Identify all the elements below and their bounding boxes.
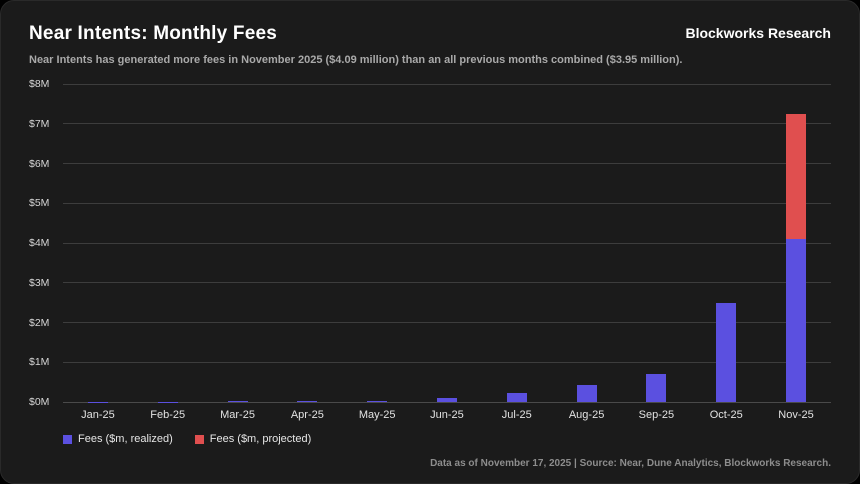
gridline	[63, 83, 831, 85]
bar-segment	[227, 401, 248, 402]
realized-swatch-icon	[63, 434, 72, 444]
bar-slot	[482, 84, 552, 402]
y-axis: $0M $1M $2M $3M $4M $5M $6M $7M $8M	[29, 78, 59, 408]
legend: Fees ($m, realized) Fees ($m, projected)	[63, 433, 831, 445]
plot-area	[63, 83, 831, 403]
legend-item-projected: Fees ($m, projected)	[194, 433, 312, 445]
bar-oct-25	[716, 302, 737, 402]
y-tick-label: $1M	[29, 356, 50, 369]
bar-may-25	[367, 400, 388, 402]
x-tick-label: Jun-25	[430, 409, 464, 421]
gridline	[63, 401, 831, 403]
x-tick-label: Aug-25	[568, 409, 605, 421]
bar-segment	[297, 401, 318, 402]
gridline	[63, 242, 831, 244]
bar-aug-25	[576, 385, 597, 402]
x-tick-label: Jul-25	[501, 409, 532, 421]
bar-segment	[786, 239, 807, 402]
page-title: Near Intents: Monthly Fees	[29, 23, 278, 44]
x-tick-label: Mar-25	[220, 409, 255, 421]
projected-swatch-icon	[194, 434, 204, 444]
bar-segment	[716, 302, 737, 402]
bar-slots	[63, 84, 831, 402]
x-tick-label: Apr-25	[290, 409, 324, 421]
x-tick-label: Nov-25	[778, 409, 814, 421]
y-tick-label: $4M	[29, 237, 50, 249]
bar-segment	[436, 398, 457, 402]
gridline	[63, 282, 831, 284]
x-tick-label: Sep-25	[638, 409, 675, 421]
x-axis: Jan-25 Feb-25 Mar-25 Apr-25 May-25 Jun-25 Jul-…	[63, 409, 831, 421]
x-tick-label: May-25	[358, 409, 396, 421]
x-tick-label: Jan-25	[81, 409, 115, 421]
bar-segment	[646, 374, 667, 402]
gridline	[63, 163, 831, 164]
gridline	[63, 123, 831, 125]
bar-segment	[786, 113, 807, 240]
bar-slot	[133, 84, 203, 402]
bar-slot	[272, 84, 342, 402]
y-tick-label: $7M	[29, 117, 50, 130]
legend-label-projected: Fees ($m, projected)	[209, 433, 312, 445]
bar-slot	[203, 84, 273, 402]
y-tick-label: $5M	[29, 197, 50, 210]
gridline	[63, 361, 831, 363]
bar-slot	[63, 84, 133, 402]
bar-nov-25	[786, 113, 807, 402]
chart-area: $0M $1M $2M $3M $4M $5M $6M $7M $8M	[29, 78, 831, 408]
y-tick-label: $0M	[29, 396, 50, 408]
header: Near Intents: Monthly Fees Blockworks Re…	[29, 23, 831, 45]
source-note: Data as of November 17, 2025 | Source: N…	[430, 458, 831, 469]
gridline	[63, 202, 831, 204]
brand-logo-text: Blockworks Research	[685, 25, 831, 41]
bar-jun-25	[436, 398, 457, 402]
bar-apr-25	[297, 401, 318, 402]
bar-slot	[552, 84, 622, 402]
bar-slot	[691, 84, 761, 402]
legend-item-realized: Fees ($m, realized)	[63, 433, 173, 445]
x-tick-label: Oct-25	[709, 409, 743, 421]
legend-label-realized: Fees ($m, realized)	[78, 433, 173, 445]
y-tick-label: $6M	[29, 157, 50, 170]
bar-slot	[412, 84, 482, 402]
x-tick-label: Feb-25	[150, 409, 186, 421]
chart-subtitle: Near Intents has generated more fees in …	[29, 54, 683, 66]
y-tick-label: $8M	[29, 78, 50, 90]
bar-slot	[761, 84, 831, 402]
bar-sep-25	[646, 374, 667, 402]
bar-segment	[576, 385, 597, 402]
y-tick-label: $3M	[29, 276, 50, 289]
gridline	[63, 322, 831, 323]
bar-jul-25	[506, 393, 527, 402]
bar-slot	[622, 84, 692, 402]
bar-segment	[367, 400, 388, 402]
bar-segment	[506, 393, 527, 402]
y-tick-label: $2M	[29, 316, 50, 329]
bar-mar-25	[227, 401, 248, 402]
bar-slot	[342, 84, 412, 402]
